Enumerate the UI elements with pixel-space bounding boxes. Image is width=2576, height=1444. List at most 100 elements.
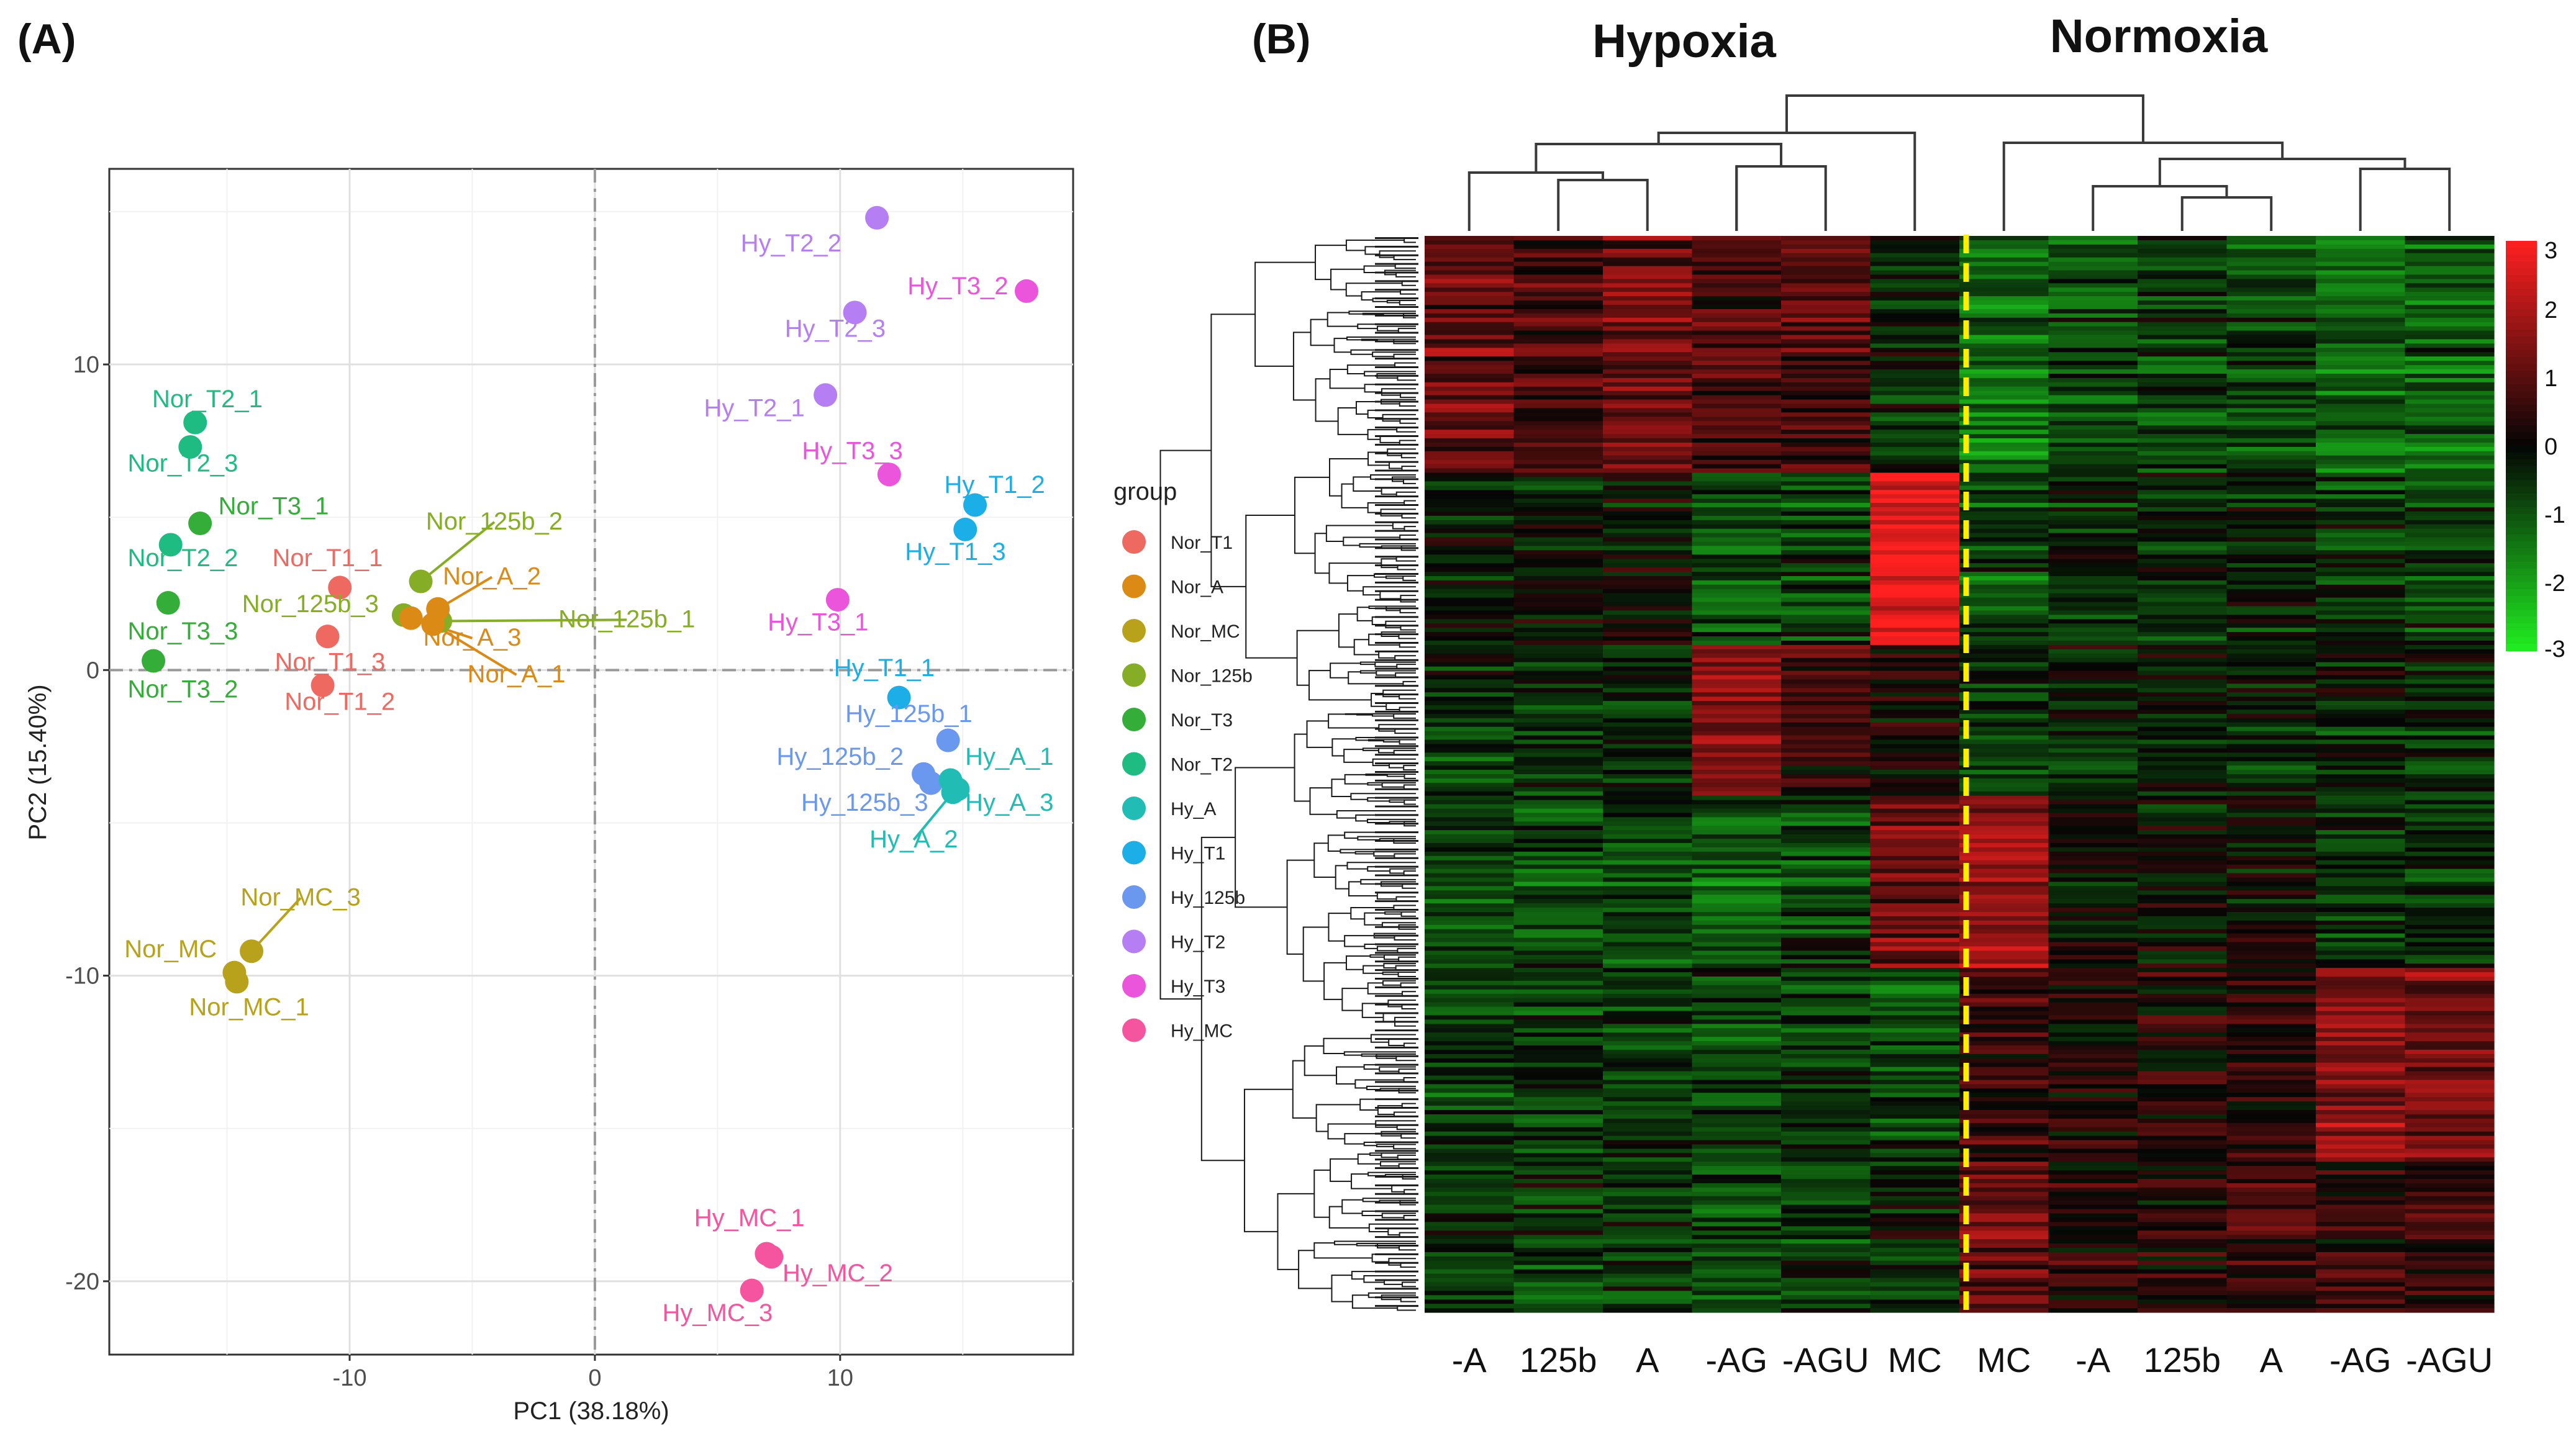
heat-cell-r199-c1 xyxy=(1513,1093,1603,1098)
heat-cell-r157-c5 xyxy=(1870,911,1960,917)
heat-cell-r170-c2 xyxy=(1603,968,1693,973)
heat-cell-r216-c0 xyxy=(1425,1166,1515,1171)
heat-cell-r76-c10 xyxy=(2316,563,2406,568)
heat-cell-r172-c2 xyxy=(1603,976,1693,981)
heat-cell-r59-c2 xyxy=(1603,490,1693,495)
heat-cell-r5-c2 xyxy=(1603,257,1693,263)
heat-cell-r30-c8 xyxy=(2138,365,2228,370)
heat-cell-r26-c4 xyxy=(1781,348,1871,353)
heat-cell-r80-c1 xyxy=(1513,580,1603,585)
heat-cell-r136-c11 xyxy=(2405,821,2495,826)
colorbar-step-28 xyxy=(2506,432,2537,440)
heat-cell-r75-c5 xyxy=(1870,559,1960,564)
heatmap-column-label-1: 125b xyxy=(1520,1340,1597,1379)
heat-cell-r244-c4 xyxy=(1781,1286,1871,1291)
heat-cell-r97-c4 xyxy=(1781,653,1871,659)
heat-cell-r108-c5 xyxy=(1870,701,1960,706)
heat-cell-r136-c3 xyxy=(1692,821,1782,826)
heat-cell-r43-c0 xyxy=(1425,421,1515,426)
heat-cell-r196-c10 xyxy=(2316,1080,2406,1085)
heat-cell-r139-c6 xyxy=(1959,834,2049,839)
colorbar-step-0 xyxy=(2506,241,2537,248)
heat-cell-r128-c7 xyxy=(2048,787,2138,792)
heatmap-column-label-5: MC xyxy=(1888,1340,1942,1379)
heat-cell-r241-c1 xyxy=(1513,1273,1603,1279)
heat-cell-r8-c2 xyxy=(1603,270,1693,276)
dendro-row-138 xyxy=(1367,739,1416,742)
heat-cell-r124-c3 xyxy=(1692,770,1782,775)
heat-cell-r120-c2 xyxy=(1603,752,1693,757)
heat-cell-r185-c1 xyxy=(1513,1032,1603,1037)
heat-cell-r132-c5 xyxy=(1870,804,1960,810)
heat-cell-r138-c2 xyxy=(1603,830,1693,835)
heat-cell-r167-c6 xyxy=(1959,955,2049,960)
heat-cell-r83-c6 xyxy=(1959,593,2049,598)
heat-cell-r93-c6 xyxy=(1959,636,2049,641)
heat-cell-r163-c10 xyxy=(2316,937,2406,943)
heat-cell-r55-c11 xyxy=(2405,472,2495,478)
heat-cell-r79-c10 xyxy=(2316,575,2406,581)
heat-cell-r221-c8 xyxy=(2138,1187,2228,1193)
heat-cell-r133-c2 xyxy=(1603,808,1693,814)
heat-cell-r218-c2 xyxy=(1603,1175,1693,1180)
heat-cell-r40-c4 xyxy=(1781,408,1871,413)
heat-cell-r247-c11 xyxy=(2405,1299,2495,1304)
heat-cell-r132-c10 xyxy=(2316,804,2406,810)
heat-cell-r22-c8 xyxy=(2138,330,2228,336)
heat-cell-r118-c8 xyxy=(2138,744,2228,749)
heat-cell-r1-c5 xyxy=(1870,240,1960,245)
heat-cell-r80-c5 xyxy=(1870,580,1960,585)
heat-cell-r243-c1 xyxy=(1513,1282,1603,1287)
heat-cell-r76-c0 xyxy=(1425,563,1515,568)
heat-cell-r137-c9 xyxy=(2226,826,2316,831)
heat-cell-r75-c4 xyxy=(1781,559,1871,564)
heatmap-cells xyxy=(1425,236,2495,1313)
dendro-row-54 xyxy=(1337,407,1368,435)
heat-cell-r144-c10 xyxy=(2316,855,2406,861)
heat-cell-r212-c0 xyxy=(1425,1148,1515,1153)
heat-cell-r233-c4 xyxy=(1781,1239,1871,1244)
dendro-row-87 xyxy=(1385,575,1416,579)
heat-cell-r44-c4 xyxy=(1781,425,1871,430)
heat-cell-r5-c1 xyxy=(1513,257,1603,263)
heat-cell-r207-c0 xyxy=(1425,1127,1515,1132)
heat-cell-r162-c10 xyxy=(2316,933,2406,939)
heat-cell-r151-c3 xyxy=(1692,886,1782,891)
dendro-row-94 xyxy=(1314,533,1330,574)
heat-cell-r55-c10 xyxy=(2316,472,2406,478)
heat-cell-r242-c9 xyxy=(2226,1278,2316,1283)
heat-cell-r84-c7 xyxy=(2048,597,2138,603)
heat-cell-r22-c5 xyxy=(1870,330,1960,336)
heat-cell-r106-c8 xyxy=(2138,692,2228,697)
heat-cell-r242-c6 xyxy=(1959,1278,2049,1283)
heat-cell-r194-c4 xyxy=(1781,1071,1871,1076)
heat-cell-r179-c4 xyxy=(1781,1006,1871,1012)
heat-cell-r207-c10 xyxy=(2316,1127,2406,1132)
label-leader-14 xyxy=(432,623,517,676)
heat-cell-r230-c6 xyxy=(1959,1226,2049,1231)
dendro-row-12 xyxy=(1386,300,1416,304)
heat-cell-r245-c10 xyxy=(2316,1291,2406,1296)
heat-cell-r198-c7 xyxy=(2048,1088,2138,1093)
heat-cell-r188-c5 xyxy=(1870,1045,1960,1050)
heat-cell-r49-c4 xyxy=(1781,446,1871,452)
heat-cell-r161-c9 xyxy=(2226,929,2316,934)
heat-cell-r164-c7 xyxy=(2048,942,2138,947)
heat-cell-r44-c0 xyxy=(1425,425,1515,430)
heat-cell-r152-c2 xyxy=(1603,890,1693,895)
heat-cell-r135-c11 xyxy=(2405,817,2495,822)
heat-cell-r233-c11 xyxy=(2405,1239,2495,1244)
heat-cell-r186-c7 xyxy=(2048,1037,2138,1042)
heat-cell-r5-c7 xyxy=(2048,257,2138,263)
heat-cell-r201-c3 xyxy=(1692,1101,1782,1106)
dendro-col-m3 xyxy=(1735,165,1827,231)
heat-cell-r48-c4 xyxy=(1781,442,1871,448)
heat-cell-r116-c0 xyxy=(1425,735,1515,741)
heat-cell-r57-c9 xyxy=(2226,481,2316,486)
heat-cell-r56-c4 xyxy=(1781,477,1871,482)
heat-cell-r228-c2 xyxy=(1603,1217,1693,1222)
heat-cell-r229-c5 xyxy=(1870,1222,1960,1227)
heat-cell-r174-c2 xyxy=(1603,985,1693,990)
colorbar-step-53 xyxy=(2506,603,2537,610)
heat-cell-r57-c6 xyxy=(1959,481,2049,486)
